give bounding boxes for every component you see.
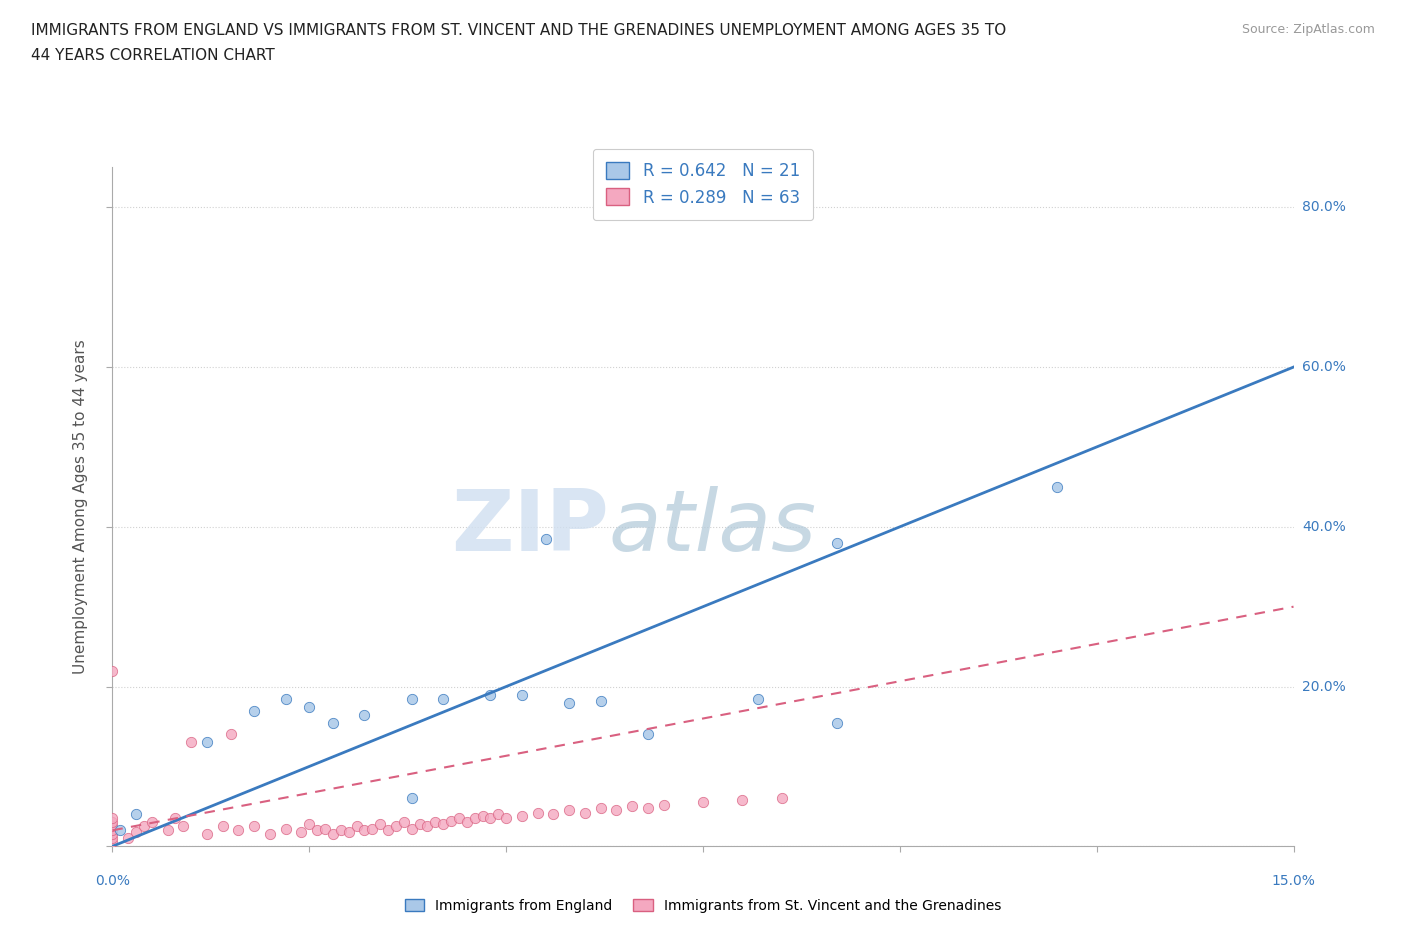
Point [165,811,187,826]
Point [574,805,596,820]
Point [243,703,266,718]
Text: IMMIGRANTS FROM ENGLAND VS IMMIGRANTS FROM ST. VINCENT AND THE GRENADINES UNEMPL: IMMIGRANTS FROM ENGLAND VS IMMIGRANTS FR… [31,23,1007,63]
Point [219,727,242,742]
Point [228,823,250,838]
Point [825,536,848,551]
Text: ZIP: ZIP [451,485,609,569]
Text: atlas: atlas [609,485,817,569]
Point [101,815,124,830]
Point [447,811,470,826]
Point [117,830,139,845]
Point [440,814,463,829]
Point [432,817,454,831]
Point [101,663,124,678]
Point [486,807,509,822]
Point [621,799,644,814]
Point [637,727,659,742]
Text: 40.0%: 40.0% [1302,520,1346,534]
Point [432,691,454,706]
Point [101,830,124,845]
Point [180,735,202,750]
Point [110,823,132,838]
Point [377,823,399,838]
Point [211,819,233,834]
Point [392,815,415,830]
Point [510,808,533,823]
Point [298,699,321,714]
Point [543,807,565,822]
Point [195,827,218,842]
Text: 0.0%: 0.0% [96,874,129,888]
Point [101,819,124,834]
Text: 20.0%: 20.0% [1302,680,1346,694]
Point [125,825,148,840]
Point [307,823,329,838]
Point [368,817,391,831]
Text: Source: ZipAtlas.com: Source: ZipAtlas.com [1241,23,1375,36]
Legend: Immigrants from England, Immigrants from St. Vincent and the Grenadines: Immigrants from England, Immigrants from… [399,894,1007,919]
Point [825,715,848,730]
Point [298,817,321,831]
Point [589,694,612,709]
Point [534,531,557,546]
Legend: R = 0.642   N = 21, R = 0.289   N = 63: R = 0.642 N = 21, R = 0.289 N = 63 [593,149,813,219]
Point [471,808,494,823]
Point [322,827,344,842]
Point [589,801,612,816]
Point [770,790,793,805]
Point [361,821,384,836]
Point [747,691,769,706]
Point [125,807,148,822]
Point [401,691,423,706]
Point [156,823,179,838]
Point [314,821,336,836]
Point [243,819,266,834]
Point [637,801,659,816]
Point [274,821,297,836]
Point [408,817,430,831]
Point [329,823,352,838]
Point [526,805,548,820]
Point [101,823,124,838]
Point [101,827,124,842]
Point [132,819,155,834]
Point [401,790,423,805]
Point [401,821,423,836]
Text: 80.0%: 80.0% [1302,200,1346,214]
Point [495,811,517,826]
Point [259,827,281,842]
Point [692,795,714,810]
Point [290,825,312,840]
Text: 60.0%: 60.0% [1302,360,1346,374]
Point [385,819,408,834]
Point [322,715,344,730]
Point [605,803,627,817]
Point [558,803,581,817]
Point [425,815,447,830]
Point [346,819,368,834]
Point [416,819,439,834]
Point [1046,480,1069,495]
Point [510,687,533,702]
Point [337,825,360,840]
Point [558,695,581,710]
Point [274,691,297,706]
Point [101,811,124,826]
Point [353,707,375,722]
Point [141,815,163,830]
Y-axis label: Unemployment Among Ages 35 to 44 years: Unemployment Among Ages 35 to 44 years [73,339,89,674]
Point [731,792,754,807]
Point [652,797,675,812]
Text: 15.0%: 15.0% [1271,874,1316,888]
Point [479,811,502,826]
Point [195,735,218,750]
Point [101,835,124,850]
Point [464,811,486,826]
Point [353,823,375,838]
Point [172,819,194,834]
Point [456,815,478,830]
Point [479,687,502,702]
